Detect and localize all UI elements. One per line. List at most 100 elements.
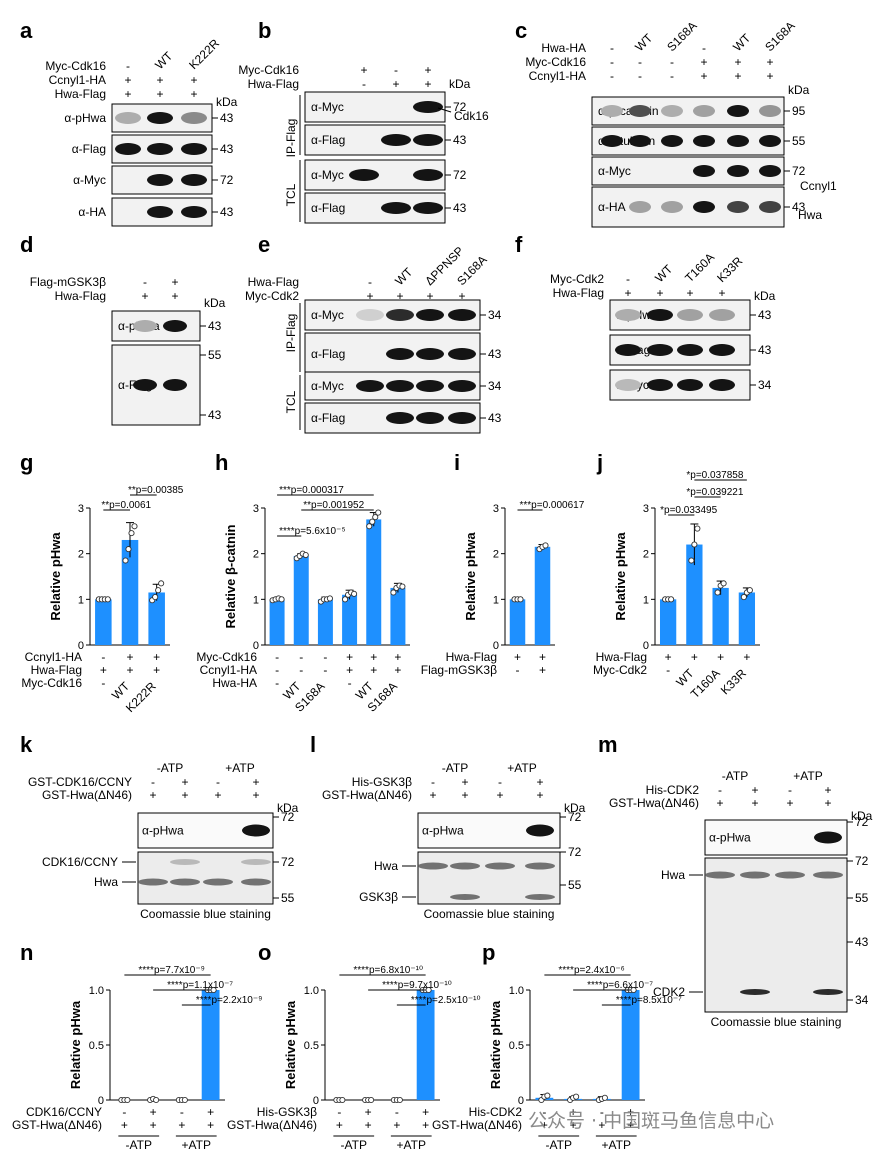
condition-mark: + [365,1105,372,1119]
antibody-label: α-pHwa [142,824,184,838]
condition-mark: + [700,55,707,69]
condition-label: Flag-mGSK3β [421,663,497,677]
condition-label: His-GSK3β [352,775,412,789]
condition-mark: + [424,77,431,91]
y-tick-label: 1 [253,594,259,606]
condition-mark: + [751,796,758,810]
blot-band [629,201,651,213]
condition-mark: + [786,796,793,810]
condition-mark: - [638,69,642,83]
y-tick-label: 1.0 [89,985,104,997]
condition-mark: + [207,1118,214,1132]
bar [621,990,640,1100]
condition-mark: - [431,775,435,789]
mw-label: 72 [453,168,467,182]
blot-band [709,309,735,321]
condition-mark: K33R [714,254,745,285]
condition-mark: + [392,77,399,91]
condition-mark: - [275,676,279,690]
y-axis-label: Relative pHwa [488,1000,503,1089]
y-tick-label: 2 [643,549,649,561]
mw-label: 43 [453,201,467,215]
data-point [210,986,217,994]
panel-letter: p [482,940,495,965]
blot-band [693,201,715,213]
hwa-band [813,871,843,879]
caption: Coomassie blue staining [424,907,555,921]
data-point [368,1096,375,1104]
phospho-band [814,831,842,844]
condition-mark: + [691,650,698,664]
condition-mark: + [346,650,353,664]
data-point [153,1096,160,1104]
bar [390,587,406,645]
atp-group-label: -ATP [546,1138,572,1152]
kda-label: kDa [851,809,873,823]
condition-label: Myc-Cdk2 [245,289,299,303]
blot-band [181,174,207,186]
condition-mark: - [638,55,642,69]
condition-mark: WT [730,31,754,55]
blot-band [413,134,443,146]
antibody-label: α-Myc [311,379,344,393]
condition-mark: + [570,1118,577,1132]
blot-band [381,202,411,214]
bar [366,519,382,645]
condition-mark: + [536,788,543,802]
hwa-band [705,871,735,879]
y-tick-label: 0.5 [304,1040,319,1052]
condition-mark: - [626,272,630,286]
condition-mark: + [370,663,377,677]
y-axis-label: Relative pHwa [68,1000,83,1089]
condition-mark: - [718,783,722,797]
ip-flag-label: IP-Flag [284,314,298,353]
significance-label: *p=0.037858 [686,470,743,481]
condition-label: Myc-Cdk2 [593,663,647,677]
gel-label: CDK2 [653,985,685,999]
condition-mark: - [610,55,614,69]
blot-band [386,412,414,424]
blot-band [629,105,651,117]
condition-mark: + [422,1105,429,1119]
mw-label: 43 [220,205,234,219]
blot-band [601,105,623,117]
condition-mark: + [424,63,431,77]
antibody-label: α-pHwa [709,831,751,845]
mw-label: 72 [220,173,234,187]
data-point [714,589,721,596]
hwa-band [525,862,555,870]
tcl-label: TCL [284,390,298,413]
bar [293,555,309,645]
kinase-band [450,894,480,900]
bar [416,990,435,1100]
condition-mark: + [153,650,160,664]
data-point [375,509,382,516]
blot-strip [591,96,785,126]
panel-letter: l [310,732,316,757]
atp-group-label: +ATP [602,1138,631,1152]
condition-mark: K222R [186,36,222,72]
panel-letter: e [258,232,270,257]
condition-mark: K222R [123,679,159,715]
blot-band [677,379,703,391]
blot-band [416,380,444,392]
antibody-label: α-Myc [598,164,631,178]
condition-mark: - [542,1105,546,1119]
condition-mark: - [395,1105,399,1119]
condition-mark: + [570,1105,577,1119]
kda-label: kDa [449,77,471,91]
y-tick-label: 0 [78,640,84,652]
gel-label: CDK16/CCNY [42,855,118,869]
mw-label: 43 [453,133,467,147]
condition-label: Myc-Cdk16 [238,63,299,77]
blot-band [647,379,673,391]
data-point [517,596,524,603]
condition-mark: + [178,1118,185,1132]
condition-label: Ccnyl1-HA [49,73,106,87]
condition-label: GST-CDK16/CCNY [28,775,132,789]
condition-mark: - [610,41,614,55]
condition-mark: - [126,59,130,73]
mw-label: 43 [758,308,772,322]
condition-mark: T160A [688,666,723,701]
bar [659,599,677,645]
